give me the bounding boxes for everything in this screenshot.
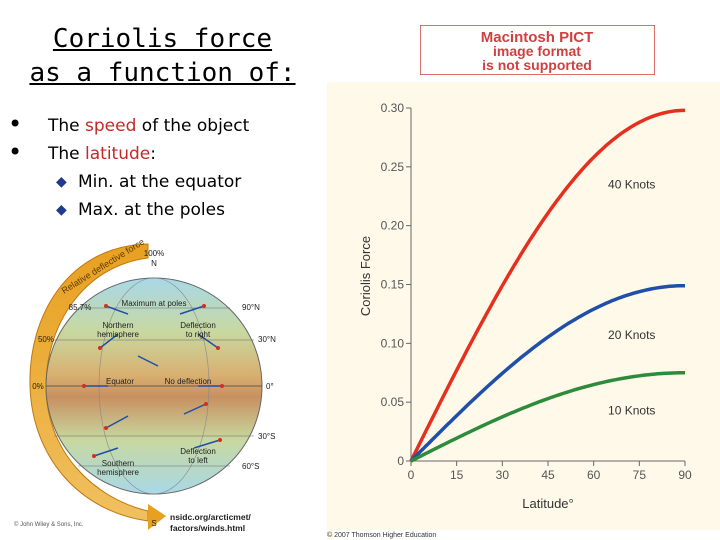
diamond-bullet-icon: ◆ [56,174,67,190]
coriolis-force-chart: 0 15 30 45 60 75 90 0 0.05 0.10 0.15 0.20 0.25 0.30 4… [327,82,720,540]
series-label: 10 Knots [608,403,655,417]
northern-hem-label-2: hemisphere [97,330,139,339]
source-url-2: factors/winds.html [170,523,245,533]
bullet-highlight-latitude: latitude [85,144,151,164]
y-tick-label: 0.10 [381,336,405,350]
north-label: N [151,259,157,268]
chart-background [327,82,720,540]
bullet-dot: • [8,110,23,138]
southern-hem-label-1: Southern [102,459,134,468]
bullet-dot: • [8,138,23,166]
arc-arrowhead-icon [148,504,166,530]
slide-title: Coriolis force as a function of: [20,22,305,90]
no-deflection-label: No deflection [165,377,212,386]
globe-coriolis-figure: Relative deflective force 100% N 85.7% 5… [14,237,276,533]
unsupported-image-placeholder: Macintosh PICT image format is not suppo… [420,25,655,75]
deflection-left-label-2: to left [188,456,208,465]
sub-bullet-text: Min. at the equator [78,172,242,192]
lat-60s-label: 60°S [242,462,259,471]
x-tick-label: 15 [450,468,464,482]
y-tick-label: 0.05 [381,395,405,409]
x-tick-label: 60 [587,468,601,482]
pct-100-label: 100% [144,249,164,258]
title-line-2: as a function of: [29,58,296,88]
chart-series-labels: 40 Knots 20 Knots 10 Knots [608,177,655,417]
pct-85-label: 85.7% [69,303,92,312]
bullet-latitude: • The latitude: [8,138,249,168]
deflective-force-arc [29,243,149,522]
deflection-left-label-1: Deflection [180,447,216,456]
x-tick-label: 75 [633,468,647,482]
bullet-highlight-speed: speed [85,116,137,136]
title-line-1: Coriolis force [52,24,273,54]
x-tick-label: 90 [678,468,692,482]
lat-90n-label: 90°N [242,303,260,312]
y-tick-label: 0.15 [381,278,405,292]
northern-hem-label-1: Northern [102,321,133,330]
equator-label: Equator [106,377,134,386]
x-tick-label: 0 [408,468,415,482]
bullet-list: • The speed of the object • The latitude… [8,110,250,224]
deflection-right-label-2: to right [186,330,211,339]
sub-bullet-text: Max. at the poles [78,200,225,220]
y-axis-label: Coriolis Force [358,236,373,316]
sub-bullet-max: ◆ Max. at the poles [8,196,249,224]
bullet-text: The [48,144,86,164]
x-axis-label: Latitude° [522,496,573,511]
sub-bullet-min: ◆ Min. at the equator [8,168,249,196]
bullet-text: The [48,116,86,136]
chart-series [409,108,685,463]
bullet-text: : [150,144,156,164]
lat-30n-label: 30°N [258,335,276,344]
y-tick-label: 0.30 [381,101,405,115]
max-at-poles-label: Maximum at poles [122,299,187,308]
lat-0-label: 0° [266,382,274,391]
arrowhead-icons [82,304,224,458]
southern-hem-label-2: hemisphere [97,468,139,477]
diamond-bullet-icon: ◆ [56,202,67,218]
chart-axes: 0 15 30 45 60 75 90 0 0.05 0.10 0.15 0.20 0.25 0.30 [381,101,692,482]
x-tick-label: 45 [541,468,555,482]
bullet-text: of the object [136,116,250,136]
pct-50-label: 50% [38,335,54,344]
chart-credit: © 2007 Thomson Higher Education [327,531,436,539]
series-line [410,371,685,463]
publisher-credit: © John Wiley & Sons, Inc. [14,521,84,528]
chart-footer-strip [333,530,720,540]
series-line [409,108,685,462]
deflection-right-label-1: Deflection [180,321,216,330]
y-tick-label: 0.25 [381,160,405,174]
lat-30s-label: 30°S [258,432,275,441]
pict-line-2: image format [493,43,581,59]
y-tick-label: 0.20 [381,219,405,233]
bullet-speed: • The speed of the object [8,110,250,140]
series-line [409,283,685,463]
series-label: 20 Knots [608,328,655,342]
x-tick-label: 30 [496,468,510,482]
south-label: S [151,519,156,528]
pict-line-1: Macintosh PICT [481,29,594,46]
source-url-1: nsidc.org/arcticmet/ [170,512,251,522]
deflection-arrows [84,305,222,457]
pict-line-3: is not supported [482,57,592,73]
pct-0-label: 0% [32,382,44,391]
series-label: 40 Knots [608,177,655,191]
y-tick-label: 0 [397,454,404,468]
